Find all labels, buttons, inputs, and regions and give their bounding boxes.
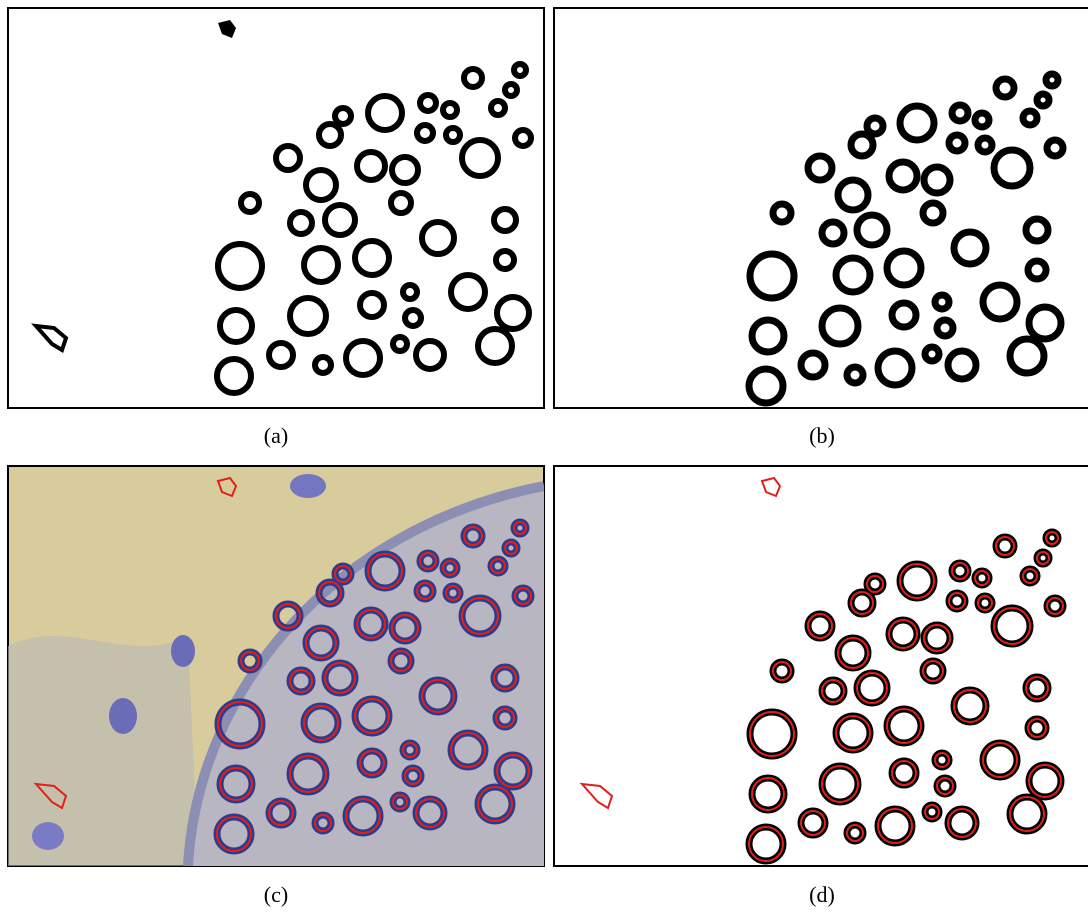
panel-label: (c) — [264, 882, 288, 907]
panel-b — [554, 8, 1088, 408]
panel-label: (d) — [809, 882, 835, 907]
panel-label: (a) — [264, 423, 288, 448]
panel-label: (b) — [809, 423, 835, 448]
figure: (a) (b) (c) (d) — [0, 0, 1088, 915]
panel-d — [554, 466, 1088, 866]
panel-a — [8, 8, 544, 408]
panel-c — [8, 466, 544, 866]
